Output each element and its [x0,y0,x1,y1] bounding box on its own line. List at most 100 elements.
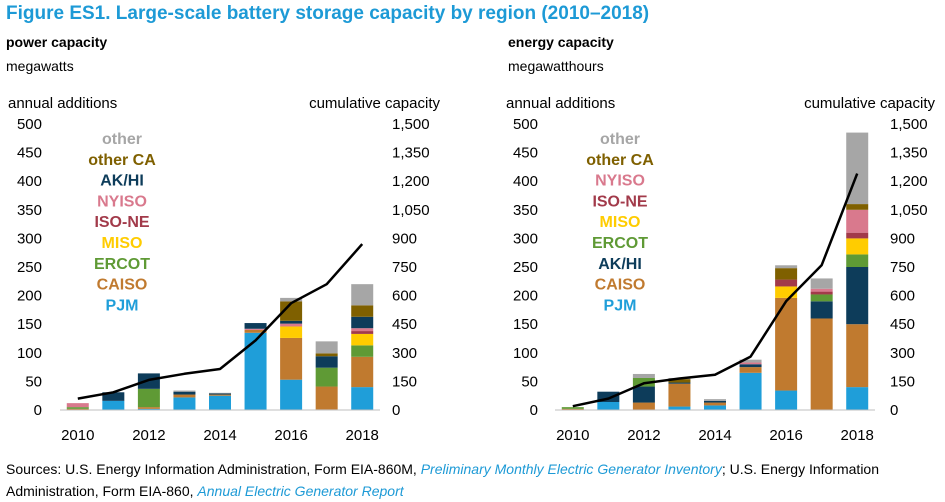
source-link-annual-report[interactable]: Annual Electric Generator Report [197,483,404,499]
power-bar-pjm-2014 [209,395,231,410]
energy-bar-miso-2018 [846,238,869,255]
power-left-tick-label: 300 [17,230,42,247]
energy-x-tick-label: 2012 [627,427,660,444]
power-legend-other-ca: other CA [88,152,156,169]
energy-bar-ak-hi-2017 [810,301,833,319]
energy-bar-caiso-2013 [668,383,691,407]
energy-left-tick-label: 400 [513,173,538,190]
power-legend-pjm: PJM [106,297,139,314]
power-right-tick-label: 1,500 [392,116,430,133]
energy-bar-caiso-2012 [632,402,655,410]
power-left-tick-label: 400 [17,173,42,190]
power-left-tick-label: 200 [17,288,42,305]
power-legend-other: other [102,131,142,148]
power-bar-other-2013 [173,390,196,392]
sources-note: Sources: U.S. Energy Information Adminis… [6,458,941,502]
energy-bar-iso-ne-2016 [775,279,798,287]
power-bar-caiso-2013 [173,394,196,398]
power-x-tick-label: 2014 [203,427,236,444]
power-bar-other-2017 [315,341,338,354]
energy-bar-ercot-2017 [810,294,833,302]
energy-bar-iso-ne-2018 [846,232,869,239]
power-right-tick-label: 750 [392,259,417,276]
power-x-tick-label: 2016 [274,427,307,444]
energy-legend-pjm: PJM [604,297,637,314]
energy-bar-ak-hi-2012 [632,386,655,403]
power-right-tick-label: 300 [392,345,417,362]
power-x-tick-label: 2018 [346,427,379,444]
energy-left-tick-label: 500 [513,116,538,133]
power-bar-pjm-2015 [244,332,267,410]
power-x-tick-label: 2012 [132,427,165,444]
power-right-tick-label: 150 [392,373,417,390]
energy-right-tick-label: 750 [890,259,915,276]
power-left-tick-label: 50 [25,373,42,390]
power-bar-other-2018 [351,284,374,306]
energy-right-axis-label: cumulative capacity [804,95,935,112]
energy-bar-pjm-2015 [739,372,762,410]
power-bar-other-ca-2017 [315,353,338,357]
power-right-tick-label: 1,050 [392,202,430,219]
energy-bar-other-ca-2016 [775,268,798,280]
power-bar-ercot-2017 [315,367,338,387]
figure-title: Figure ES1. Large-scale battery storage … [6,3,650,24]
energy-panel-title: energy capacity [508,34,614,50]
energy-legend-other: other [600,131,640,148]
power-bar-nyiso-2018 [351,328,374,332]
power-panel-unit: megawatts [6,58,74,74]
energy-right-tick-label: 150 [890,373,915,390]
energy-left-tick-label: 450 [513,145,538,162]
power-bar-ak-hi-2011 [102,392,125,401]
energy-bar-ercot-2018 [846,254,869,267]
power-legend-ercot: ERCOT [94,256,150,273]
power-left-tick-label: 150 [17,316,42,333]
energy-bar-ak-hi-2015 [739,364,762,368]
power-left-tick-label: 0 [34,402,42,419]
energy-bar-nyiso-2018 [846,209,869,233]
power-legend-ak-hi: AK/HI [100,173,144,190]
power-bar-iso-ne-2018 [351,331,374,334]
power-bar-other-ca-2018 [351,305,374,317]
energy-left-tick-label: 250 [513,259,538,276]
energy-legend-ercot: ERCOT [592,235,648,252]
energy-legend-other-ca: other CA [586,152,654,169]
sources-middle: ; U.S. Energy Information Administration… [6,461,880,499]
energy-right-tick-label: 0 [890,402,898,419]
power-bar-caiso-2010 [66,408,89,410]
energy-right-tick-label: 1,500 [890,116,928,133]
energy-bar-other-ca-2013 [668,379,691,383]
power-legend-nyiso: NYISO [97,193,147,210]
energy-left-tick-label: 150 [513,316,538,333]
energy-right-tick-label: 600 [890,288,915,305]
energy-bar-other-ca-2018 [846,204,869,210]
power-bar-ak-hi-2013 [173,391,196,395]
power-bar-ercot-2018 [351,345,374,357]
power-bar-pjm-2013 [173,397,196,410]
energy-legend-caiso: CAISO [595,277,646,294]
energy-bar-pjm-2013 [668,406,691,410]
power-bar-ak-hi-2014 [209,393,231,395]
source-link-monthly-inventory[interactable]: Preliminary Monthly Electric Generator I… [420,461,722,477]
power-bar-other-2014 [209,392,231,394]
sources-prefix: Sources: U.S. Energy Information Adminis… [6,461,421,477]
power-panel-title: power capacity [6,34,108,50]
power-bar-miso-2016 [280,326,303,338]
energy-bar-caiso-2018 [846,324,869,388]
energy-legend-ak-hi: AK/HI [598,256,642,273]
energy-cumulative-line [572,173,859,408]
energy-legend-miso: MISO [600,214,641,231]
energy-bar-other-2016 [775,265,798,269]
power-legend-miso: MISO [102,235,143,252]
energy-bar-caiso-2016 [775,297,798,391]
power-bar-caiso-2015 [244,329,267,333]
energy-bar-pjm-2018 [846,387,869,410]
energy-bar-nyiso-2015 [739,362,762,365]
power-right-tick-label: 600 [392,288,417,305]
energy-x-tick-label: 2010 [556,427,589,444]
power-bar-pjm-2012 [137,408,160,410]
energy-right-tick-label: 450 [890,316,915,333]
energy-bar-miso-2016 [775,286,798,298]
energy-left-tick-label: 100 [513,345,538,362]
power-left-axis-label: annual additions [8,95,117,112]
power-bar-caiso-2018 [351,356,374,388]
